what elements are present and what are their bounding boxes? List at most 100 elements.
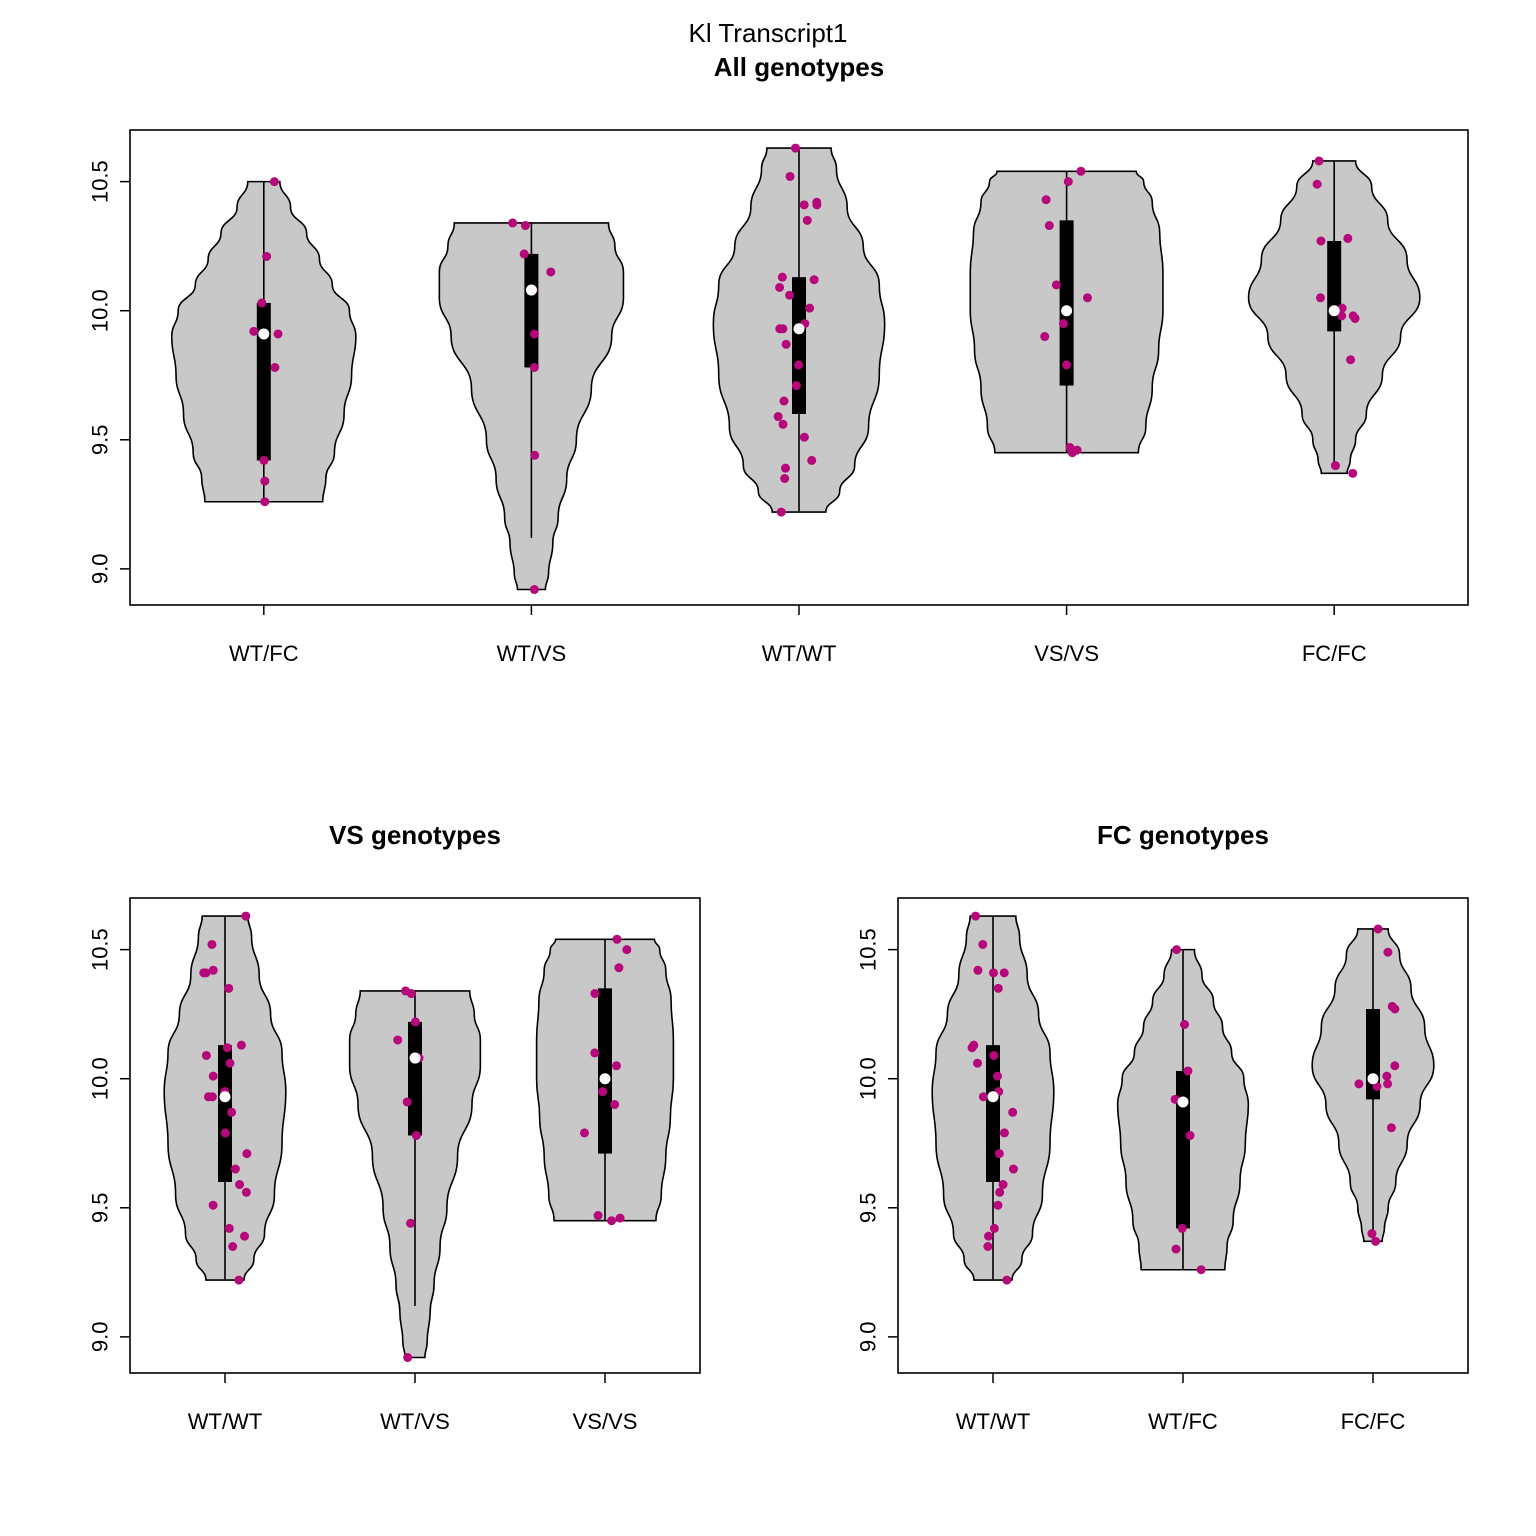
data-point bbox=[1350, 313, 1360, 323]
data-point bbox=[794, 360, 804, 370]
data-point bbox=[1067, 448, 1077, 458]
data-point bbox=[992, 1071, 1002, 1081]
data-point bbox=[1337, 303, 1347, 313]
x-tick-label: WT/VS bbox=[497, 641, 567, 666]
data-point bbox=[1002, 1275, 1012, 1285]
data-point bbox=[270, 363, 280, 372]
data-point bbox=[1346, 355, 1356, 365]
data-point bbox=[207, 939, 217, 949]
data-point bbox=[1076, 166, 1086, 176]
data-point bbox=[1058, 319, 1068, 329]
data-point bbox=[988, 968, 998, 978]
data-point bbox=[234, 1275, 244, 1285]
panel-3: FC genotypes 9.0 9.5 10.0 10.5 WT/WT WT/FC FC/F… bbox=[856, 820, 1469, 1434]
data-point bbox=[410, 1017, 420, 1027]
data-point bbox=[993, 1200, 1003, 1210]
iqr-box bbox=[986, 1045, 1000, 1182]
data-point bbox=[775, 282, 785, 292]
data-point bbox=[978, 939, 988, 949]
data-point bbox=[1008, 1107, 1018, 1117]
plot-frame bbox=[129, 897, 701, 1374]
data-point bbox=[1386, 1123, 1396, 1133]
data-point bbox=[809, 275, 819, 285]
data-point bbox=[1390, 1004, 1400, 1014]
iqr-box bbox=[1176, 1070, 1190, 1229]
data-point bbox=[403, 1353, 413, 1363]
data-point bbox=[967, 1043, 977, 1053]
data-point bbox=[994, 1149, 1004, 1159]
panel-1: All genotypes 9.0 9.5 10.0 10.5 WT/FC WT/VS WT/… bbox=[88, 52, 1469, 666]
data-point bbox=[983, 1242, 993, 1252]
data-point bbox=[411, 1131, 421, 1140]
data-point bbox=[999, 1128, 1009, 1138]
data-point bbox=[1040, 332, 1050, 342]
data-point bbox=[529, 585, 539, 595]
median-dot bbox=[1367, 1073, 1379, 1085]
x-tick-label: WT/WT bbox=[762, 641, 837, 666]
x-tick-label: VS/VS bbox=[573, 1409, 638, 1434]
data-point bbox=[607, 1216, 617, 1226]
iqr-box bbox=[218, 1045, 232, 1182]
data-point bbox=[208, 1071, 218, 1081]
violin-fc-fc bbox=[1311, 924, 1435, 1246]
data-point bbox=[590, 989, 600, 999]
iqr-box bbox=[792, 277, 806, 414]
x-tick-label: WT/FC bbox=[1148, 1409, 1218, 1434]
data-point bbox=[201, 1050, 211, 1060]
data-point bbox=[1063, 177, 1073, 187]
data-point bbox=[241, 911, 251, 921]
median-dot bbox=[409, 1052, 421, 1064]
data-point bbox=[222, 1043, 232, 1053]
data-point bbox=[236, 1040, 246, 1050]
data-point bbox=[989, 1223, 999, 1233]
data-point bbox=[807, 455, 817, 465]
iqr-box bbox=[256, 302, 271, 461]
data-point bbox=[773, 412, 783, 422]
data-point bbox=[611, 1061, 621, 1071]
plot-frame bbox=[897, 897, 1469, 1374]
y-tick-label: 10.5 bbox=[88, 160, 113, 203]
data-point bbox=[791, 381, 801, 391]
data-point bbox=[208, 965, 218, 975]
data-point bbox=[402, 1097, 412, 1107]
data-point bbox=[269, 177, 279, 187]
data-point bbox=[1196, 1265, 1206, 1275]
data-point bbox=[508, 218, 518, 228]
y-tick-label: 9.5 bbox=[88, 424, 113, 455]
data-point bbox=[242, 1149, 252, 1159]
data-point bbox=[260, 476, 270, 486]
data-point bbox=[780, 463, 790, 473]
median-dot bbox=[525, 284, 537, 296]
y-tick-label: 9.5 bbox=[88, 1192, 113, 1223]
data-point bbox=[610, 1100, 620, 1110]
data-point bbox=[406, 1218, 416, 1228]
data-point bbox=[393, 1035, 403, 1045]
figure-title: Kl Transcript1 bbox=[689, 18, 848, 48]
data-point bbox=[984, 1231, 994, 1241]
data-point bbox=[273, 329, 283, 339]
violin-fc-fc bbox=[1247, 156, 1421, 478]
y-tick-label: 9.5 bbox=[856, 1192, 881, 1223]
data-point bbox=[529, 363, 539, 372]
data-point bbox=[519, 249, 529, 259]
median-dot bbox=[987, 1091, 999, 1103]
data-point bbox=[230, 1164, 240, 1174]
violin-wt-wt bbox=[931, 911, 1055, 1285]
iqr-box bbox=[1059, 220, 1074, 386]
data-point bbox=[1348, 468, 1358, 478]
y-tick-label: 10.5 bbox=[856, 928, 881, 971]
violin-wt-vs bbox=[438, 218, 625, 595]
data-point bbox=[529, 329, 539, 339]
data-point bbox=[1170, 1094, 1180, 1104]
data-point bbox=[257, 298, 267, 308]
data-point bbox=[1343, 233, 1353, 243]
x-tick-label: FC/FC bbox=[1341, 1409, 1406, 1434]
data-point bbox=[259, 455, 269, 465]
data-point bbox=[973, 965, 983, 975]
data-point bbox=[1390, 1061, 1400, 1071]
data-point bbox=[1373, 924, 1383, 934]
data-point bbox=[785, 171, 795, 181]
data-point bbox=[228, 1242, 238, 1252]
y-tick-label: 10.0 bbox=[88, 1057, 113, 1100]
data-point bbox=[812, 200, 822, 210]
